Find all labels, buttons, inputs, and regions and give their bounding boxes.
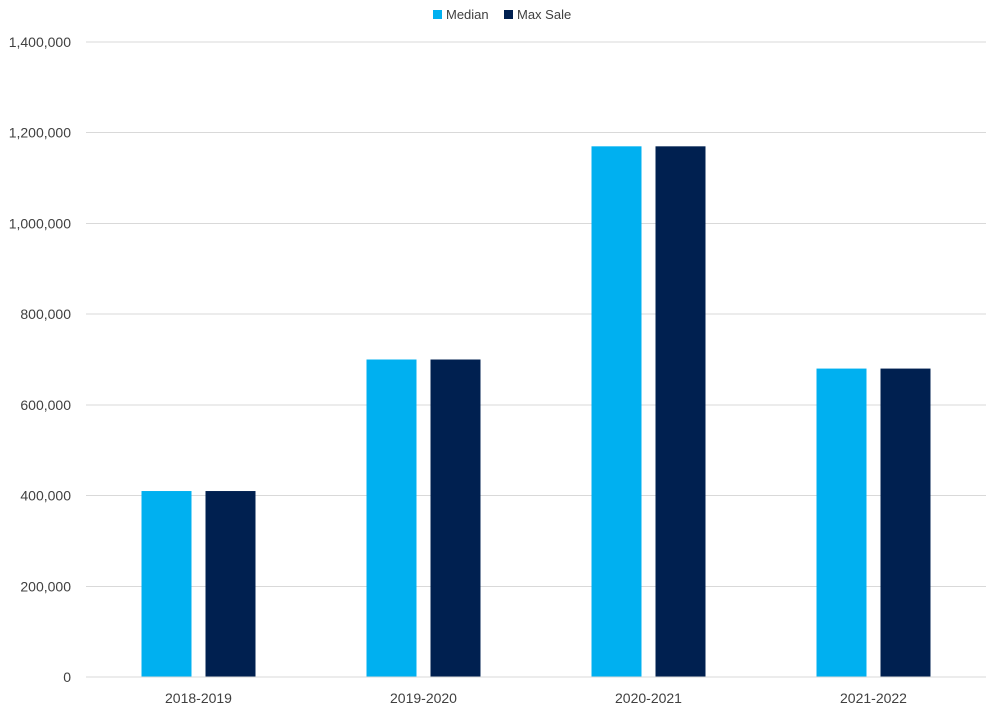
bar-median-2019-2020 [366, 359, 417, 677]
y-axis: 0 200,000 400,000 600,000 800,000 1,000,000 1,… [9, 34, 72, 685]
x-tick-label-3: 2021-2022 [840, 690, 907, 706]
y-tick-label-2: 400,000 [20, 488, 71, 504]
bar-median-2020-2021 [591, 146, 642, 678]
bar-max-sale-2021-2022 [880, 368, 931, 677]
y-tick-label-7: 1,400,000 [9, 34, 71, 50]
x-tick-label-0: 2018-2019 [165, 690, 232, 706]
bar-max-sale-2020-2021 [655, 146, 706, 678]
y-tick-label-5: 1,000,000 [9, 215, 71, 231]
y-tick-label-4: 800,000 [20, 306, 71, 322]
bar-series [141, 146, 931, 678]
x-tick-label-2: 2020-2021 [615, 690, 682, 706]
bar-max-sale-2018-2019 [205, 491, 256, 677]
chart-legend: Median Max Sale [433, 7, 571, 22]
bar-max-sale-2019-2020 [430, 359, 481, 677]
y-tick-label-3: 600,000 [20, 397, 71, 413]
legend-swatch-max-sale [504, 10, 513, 19]
x-axis: 2018-2019 2019-2020 2020-2021 2021-2022 [86, 676, 986, 706]
bar-median-2021-2022 [816, 368, 867, 677]
y-tick-label-0: 0 [63, 669, 71, 685]
x-tick-label-1: 2019-2020 [390, 690, 457, 706]
legend-swatch-median [433, 10, 442, 19]
legend-label-median: Median [446, 7, 489, 22]
y-tick-label-1: 200,000 [20, 578, 71, 594]
y-tick-label-6: 1,200,000 [9, 125, 71, 141]
bar-median-2018-2019 [141, 491, 192, 677]
legend-label-max-sale: Max Sale [517, 7, 571, 22]
